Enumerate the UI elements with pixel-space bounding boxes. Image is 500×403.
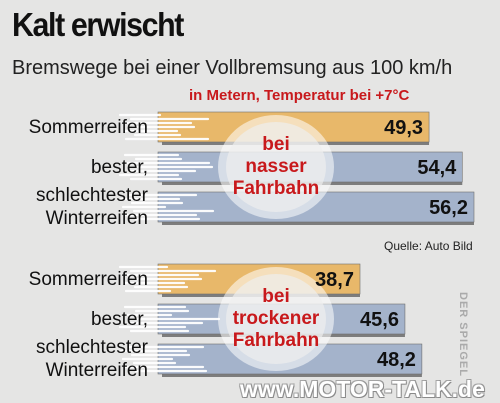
category-label-line: schlechtester [36,185,148,206]
group-label: bei trockener Fahrbahn [206,286,346,352]
value-label: 54,4 [417,157,457,179]
category-label-line: bester, [90,309,148,330]
group-label-line: nasser [245,156,307,177]
group-label: bei nasser Fahrbahn [206,134,346,200]
group-highlight-inner [226,274,326,364]
value-label: 38,7 [315,269,354,291]
category-label: bester, [91,156,148,179]
chart-title: Kalt erwischt [12,6,184,43]
category-label-line: Winterreifen [45,208,148,229]
side-watermark: DER SPIEGEL [457,292,469,377]
category-label: schlechtester Winterreifen [36,184,148,230]
bottom-watermark: www.MOTOR-TALK.de [240,376,485,402]
group-label-line: trockener [232,308,320,329]
group-label-line: Fahrbahn [232,178,320,199]
category-label-line: Sommerreifen [28,117,148,138]
group-label-line: bei [262,134,290,155]
chart-subtitle: Bremswege bei einer Vollbremsung aus 100… [12,57,453,79]
category-label: schlechtester Winterreifen [36,336,148,382]
category-label: bester, [91,308,148,331]
group-label-line: Fahrbahn [232,330,320,351]
category-label-line: Sommerreifen [28,269,148,290]
category-label-line: bester, [90,157,148,178]
value-label: 49,3 [384,117,424,139]
group-label-line: bei [262,286,290,307]
value-label: 56,2 [429,197,468,219]
category-label-line: Winterreifen [45,360,148,381]
value-label: 48,2 [376,349,416,371]
value-label: 45,6 [360,309,399,331]
category-label: Sommerreifen [29,116,148,139]
unit-note: in Metern, Temperatur bei +7°C [189,87,410,104]
category-label-line: schlechtester [36,337,148,358]
source-note: Quelle: Auto Bild [384,239,473,253]
category-label: Sommerreifen [29,268,148,291]
group-highlight-inner [226,122,326,212]
